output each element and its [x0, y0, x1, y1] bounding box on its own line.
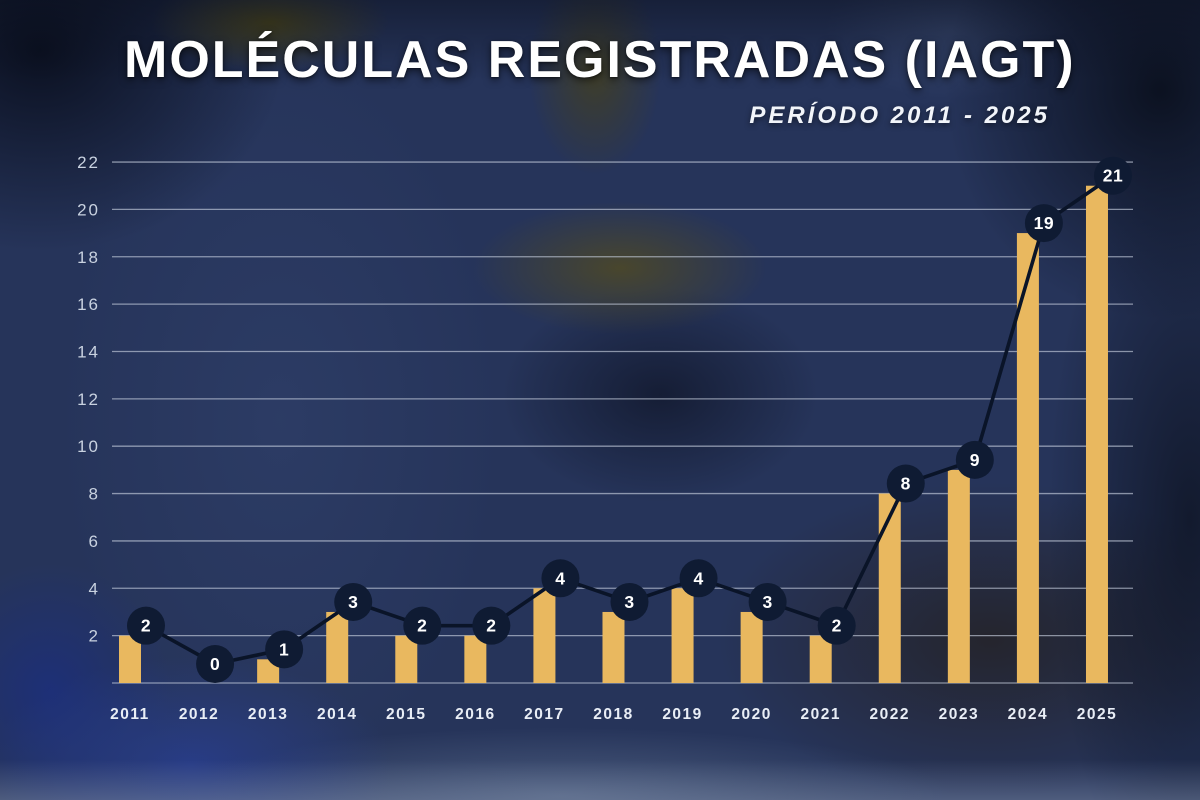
data-point-label-2014: 3	[348, 592, 358, 612]
data-point-label-2025: 21	[1103, 166, 1123, 186]
chart-subtitle: PERÍODO 2011 - 2025	[749, 102, 1050, 129]
x-tick-label-2024: 2024	[1008, 706, 1048, 723]
y-tick-label-2: 2	[89, 627, 100, 646]
data-point-marker-2020	[748, 582, 787, 621]
data-point-marker-2023	[955, 440, 994, 479]
bar-2013	[257, 659, 280, 683]
x-tick-label-2019: 2019	[662, 706, 702, 723]
data-point-label-2021: 2	[832, 616, 842, 636]
x-tick-label-2022: 2022	[870, 706, 910, 723]
y-tick-label-4: 4	[89, 579, 100, 598]
x-tick-label-2017: 2017	[524, 706, 564, 723]
bar-2015	[395, 635, 418, 683]
data-point-marker-2014	[334, 582, 373, 621]
y-tick-label-8: 8	[89, 485, 100, 504]
x-tick-label-2023: 2023	[939, 706, 979, 723]
data-point-marker-2021	[817, 606, 856, 645]
x-tick-label-2014: 2014	[317, 706, 357, 723]
y-tick-label-22: 22	[77, 153, 100, 172]
bar-2024	[1016, 233, 1039, 683]
x-tick-label-2012: 2012	[179, 706, 219, 723]
data-point-label-2012: 0	[210, 654, 220, 674]
y-tick-label-14: 14	[77, 342, 100, 361]
y-tick-label-16: 16	[77, 295, 100, 314]
x-tick-label-2016: 2016	[455, 706, 495, 723]
chart-title: MOLÉCULAS REGISTRADAS (IAGT)	[124, 31, 1076, 89]
y-tick-label-10: 10	[77, 437, 100, 456]
bar-2014	[326, 611, 349, 683]
x-tick-label-2013: 2013	[248, 706, 288, 723]
data-point-label-2022: 8	[901, 474, 911, 494]
data-point-marker-2016	[472, 606, 511, 645]
bar-2023	[947, 469, 970, 683]
data-point-marker-2024	[1024, 204, 1063, 243]
x-tick-label-2020: 2020	[731, 706, 771, 723]
x-tick-label-2025: 2025	[1077, 706, 1117, 723]
data-point-label-2016: 2	[486, 616, 496, 636]
y-tick-label-20: 20	[77, 200, 100, 219]
data-point-marker-2012	[196, 645, 235, 683]
data-point-label-2015: 2	[417, 616, 427, 636]
data-point-label-2011: 2	[141, 616, 151, 636]
data-point-marker-2019	[679, 559, 718, 598]
bar-2016	[464, 635, 487, 683]
data-point-label-2024: 19	[1034, 213, 1054, 233]
x-tick-label-2018: 2018	[593, 706, 633, 723]
data-point-marker-2017	[541, 559, 580, 598]
y-tick-label-18: 18	[77, 248, 100, 267]
data-point-marker-2011	[127, 606, 165, 645]
bar-2022	[878, 493, 901, 683]
y-tick-label-6: 6	[89, 532, 100, 551]
data-point-marker-2025	[1093, 156, 1132, 195]
bar-2025	[1085, 185, 1108, 683]
data-point-label-2017: 4	[555, 568, 565, 588]
bar-2021	[809, 635, 832, 683]
data-point-marker-2015	[403, 606, 442, 645]
x-tick-label-2015: 2015	[386, 706, 426, 723]
x-tick-label-2011: 2011	[110, 706, 150, 723]
data-point-marker-2022	[886, 464, 925, 503]
bar-2020	[740, 611, 763, 683]
data-point-marker-2018	[610, 582, 649, 621]
bar-2018	[602, 611, 625, 683]
data-point-label-2018: 3	[624, 592, 634, 612]
bar-2019	[671, 588, 694, 683]
data-point-label-2020: 3	[763, 592, 773, 612]
data-point-label-2013: 1	[279, 639, 289, 659]
x-tick-label-2021: 2021	[800, 706, 840, 723]
bar-2011	[119, 635, 141, 683]
bar-2017	[533, 588, 556, 683]
data-point-label-2023: 9	[970, 450, 980, 470]
data-point-label-2019: 4	[693, 568, 703, 588]
data-point-marker-2013	[265, 630, 304, 669]
y-tick-label-12: 12	[77, 390, 100, 409]
